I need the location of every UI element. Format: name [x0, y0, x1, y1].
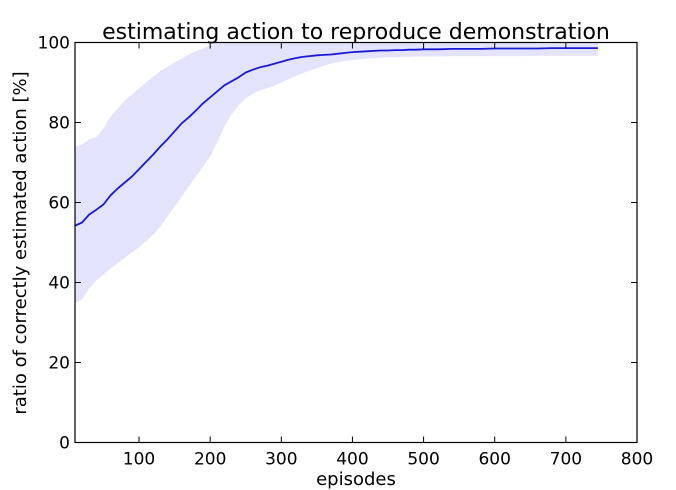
- x-tick-label: 100: [123, 450, 155, 470]
- x-tick-label: 800: [621, 450, 653, 470]
- x-tick-label: 300: [265, 450, 297, 470]
- x-tick-label: 400: [336, 450, 368, 470]
- x-axis-label: episodes: [316, 469, 396, 490]
- mean-line: [74, 47, 598, 227]
- x-tick-label: 200: [194, 450, 226, 470]
- x-tick-label: 500: [407, 450, 439, 470]
- x-tick-label: 600: [478, 450, 510, 470]
- y-axis-label: ratio of correctly estimated action [%]: [10, 71, 31, 414]
- y-tick-label: 60: [48, 194, 70, 214]
- plot-frame: [74, 41, 638, 444]
- y-tick-label: 40: [48, 274, 70, 294]
- chart-title: estimating action to reproduce demonstra…: [102, 20, 610, 45]
- confidence-band: [75, 42, 598, 304]
- x-tick-label: 700: [550, 450, 582, 470]
- y-tick-label: 20: [48, 354, 70, 374]
- y-tick-label: 0: [59, 434, 70, 454]
- y-tick-label: 80: [48, 114, 70, 134]
- y-tick-label: 100: [38, 34, 70, 54]
